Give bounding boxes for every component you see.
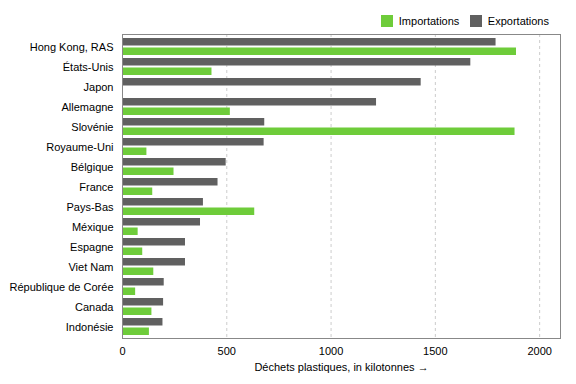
svg-text:République de Corée: République de Corée (10, 281, 114, 293)
svg-text:Indonésie: Indonésie (66, 321, 114, 333)
svg-text:Viet Nam: Viet Nam (68, 261, 113, 273)
svg-text:Espagne: Espagne (70, 241, 113, 253)
svg-text:1000: 1000 (319, 345, 343, 357)
svg-text:0: 0 (119, 345, 125, 357)
svg-text:États-Unis: États-Unis (63, 61, 114, 73)
svg-text:Bélgique: Bélgique (71, 161, 114, 173)
svg-text:Royaume-Uni: Royaume-Uni (46, 141, 113, 153)
svg-text:2000: 2000 (527, 345, 551, 357)
svg-text:500: 500 (218, 345, 236, 357)
svg-text:Méxique: Méxique (72, 221, 114, 233)
html-text:Importations: Importations (398, 14, 460, 27)
html-text:Exportations: Exportations (487, 14, 549, 27)
svg-text:Pays-Bas: Pays-Bas (66, 201, 114, 213)
svg-text:Japon: Japon (84, 81, 114, 93)
svg-text:France: France (79, 181, 113, 193)
svg-text:1500: 1500 (423, 345, 447, 357)
svg-text:Hong Kong, RAS: Hong Kong, RAS (30, 41, 114, 53)
svg-text:Canada: Canada (75, 301, 114, 313)
svg-text:Allemagne: Allemagne (62, 101, 114, 113)
svg-text:Déchets plastiques, in kiloton: Déchets plastiques, in kilotonnes → (254, 361, 428, 373)
svg-text:Slovénie: Slovénie (71, 121, 113, 133)
